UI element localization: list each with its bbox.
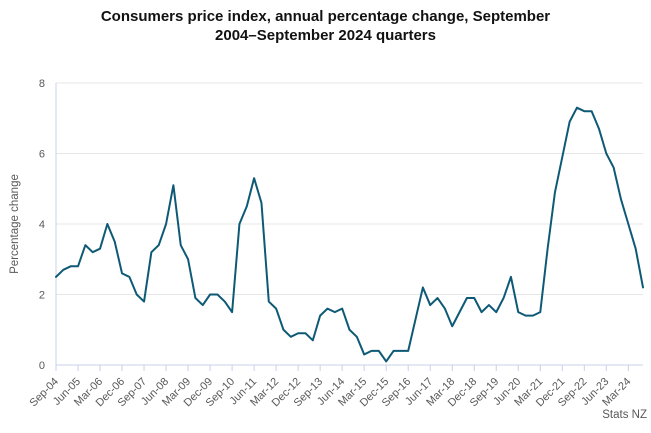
y-tick-label: 0 — [39, 360, 45, 372]
y-tick-label: 2 — [39, 290, 45, 302]
chart-title-line-2: 2004–September 2024 quarters — [215, 27, 436, 44]
y-tick-label: 8 — [39, 78, 45, 90]
source-attribution: Stats NZ — [602, 409, 647, 421]
y-tick-label: 6 — [39, 149, 45, 161]
chart-title-line-1: Consumers price index, annual percentage… — [100, 8, 551, 25]
y-tick-label: 4 — [39, 219, 45, 231]
chart-title: Consumers price index, annual percentage… — [0, 7, 651, 45]
cpi-data-line — [55, 106, 644, 363]
